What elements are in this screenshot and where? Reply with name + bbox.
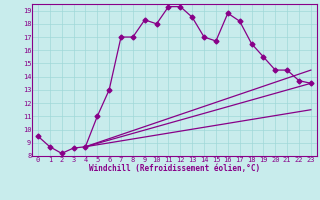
X-axis label: Windchill (Refroidissement éolien,°C): Windchill (Refroidissement éolien,°C) (89, 164, 260, 173)
